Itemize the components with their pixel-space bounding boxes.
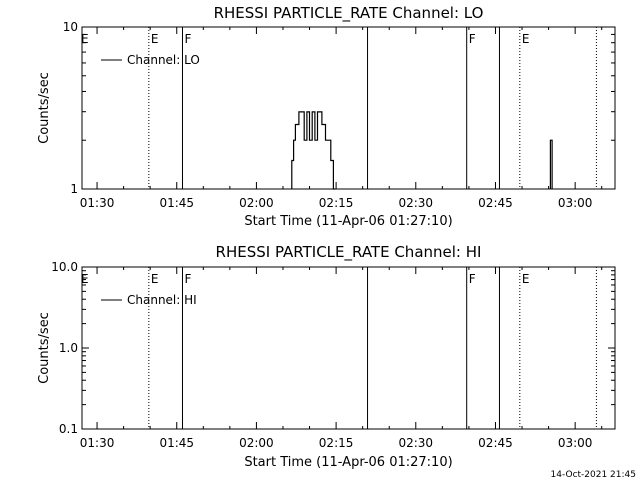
y-tick-label: 10.0 <box>51 260 78 274</box>
x-tick-label: 01:45 <box>159 196 194 210</box>
legend-label: Channel: HI <box>127 293 197 307</box>
x-tick-label: 03:00 <box>558 196 593 210</box>
x-tick-label: 01:30 <box>80 196 115 210</box>
x-tick-label: 01:45 <box>159 436 194 450</box>
x-tick-label: 02:45 <box>478 436 513 450</box>
series-line <box>291 111 336 190</box>
x-tick-label: 01:30 <box>80 436 115 450</box>
marker-label: E <box>81 272 89 286</box>
plot-frame <box>81 266 616 430</box>
y-axis-label: Counts/sec <box>37 312 52 384</box>
marker-label: E <box>81 32 89 46</box>
x-tick-label: 02:15 <box>319 196 354 210</box>
marker-label: F <box>184 272 191 286</box>
y-tick-label: 1 <box>70 182 78 196</box>
x-tick-label: 02:00 <box>239 196 274 210</box>
x-tick-label: 02:30 <box>398 196 433 210</box>
chart-title: RHESSI PARTICLE_RATE Channel: LO <box>214 4 484 23</box>
marker-label: E <box>522 272 530 286</box>
x-axis-label: Start Time (11-Apr-06 01:27:10) <box>244 455 452 470</box>
y-tick-label: 0.1 <box>59 422 78 436</box>
marker-label: E <box>151 32 159 46</box>
x-tick-label: 02:45 <box>478 196 513 210</box>
chart-title: RHESSI PARTICLE_RATE Channel: HI <box>216 243 482 262</box>
marker-label: E <box>522 32 530 46</box>
x-tick-label: 03:00 <box>558 436 593 450</box>
marker-label: F <box>469 32 476 46</box>
legend-label: Channel: LO <box>127 53 200 67</box>
marker-label: E <box>151 272 159 286</box>
chart-panel-lo: RHESSI PARTICLE_RATE Channel: LO 01:30 01:… <box>37 4 616 229</box>
chart-panel-hi: RHESSI PARTICLE_RATE Channel: HI 01:30 01:… <box>37 243 616 470</box>
y-tick-label: 1.0 <box>59 341 78 355</box>
x-tick-label: 02:30 <box>398 436 433 450</box>
x-axis-label: Start Time (11-Apr-06 01:27:10) <box>244 214 452 229</box>
x-tick-label: 02:00 <box>239 436 274 450</box>
marker-label: F <box>469 272 476 286</box>
y-tick-label: 10 <box>63 20 78 34</box>
plot-frame <box>81 26 616 190</box>
footer-timestamp: 14-Oct-2021 21:45 <box>551 470 636 480</box>
x-tick-label: 02:15 <box>319 436 354 450</box>
marker-label: F <box>184 32 191 46</box>
series-line <box>549 139 553 189</box>
y-axis-label: Counts/sec <box>37 72 52 144</box>
